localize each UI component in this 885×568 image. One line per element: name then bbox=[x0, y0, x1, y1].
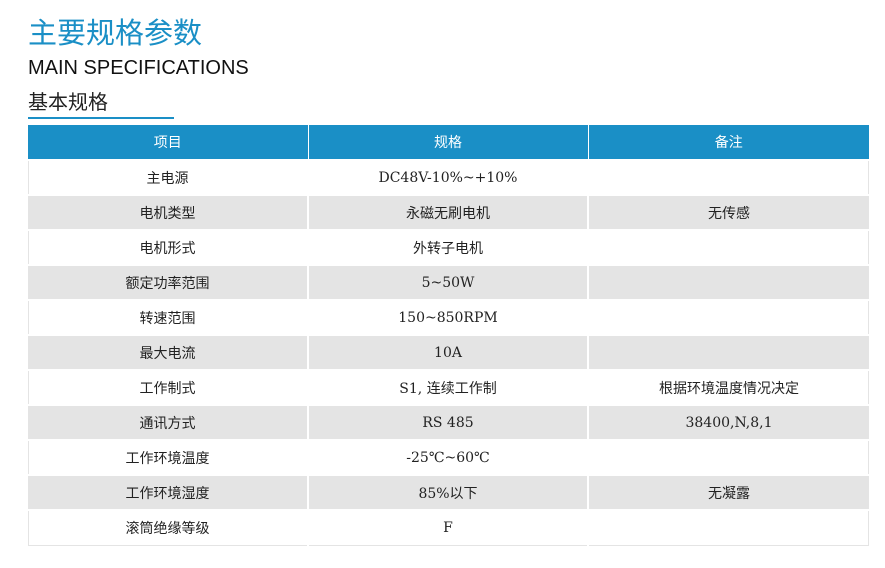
cell-spec: S1, 连续工作制 bbox=[308, 370, 588, 405]
cell-note bbox=[588, 300, 869, 335]
cell-spec: RS 485 bbox=[308, 405, 588, 440]
cell-spec: 5~50W bbox=[308, 265, 588, 300]
cell-item: 额定功率范围 bbox=[28, 265, 308, 300]
section-title: 基本规格 bbox=[28, 89, 108, 115]
cell-spec: DC48V-10%~+10% bbox=[308, 160, 588, 195]
cell-spec: 永磁无刷电机 bbox=[308, 195, 588, 230]
table-row: 滚筒绝缘等级 F bbox=[28, 510, 869, 545]
cell-item: 工作环境温度 bbox=[28, 440, 308, 475]
cell-item: 电机形式 bbox=[28, 230, 308, 265]
table-row: 工作制式 S1, 连续工作制 根据环境温度情况决定 bbox=[28, 370, 869, 405]
table-row: 主电源 DC48V-10%~+10% bbox=[28, 160, 869, 195]
cell-item: 工作制式 bbox=[28, 370, 308, 405]
cell-note bbox=[588, 440, 869, 475]
cell-item: 工作环境湿度 bbox=[28, 475, 308, 510]
cell-note bbox=[588, 265, 869, 300]
column-header-item: 项目 bbox=[28, 125, 308, 160]
cell-item: 主电源 bbox=[28, 160, 308, 195]
table-header-row: 项目 规格 备注 bbox=[28, 125, 869, 160]
cell-note bbox=[588, 160, 869, 195]
cell-note: 根据环境温度情况决定 bbox=[588, 370, 869, 405]
table-row: 工作环境湿度 85%以下 无凝露 bbox=[28, 475, 869, 510]
cell-item: 最大电流 bbox=[28, 335, 308, 370]
page-title: 主要规格参数 bbox=[28, 14, 202, 52]
table-row: 最大电流 10A bbox=[28, 335, 869, 370]
column-header-note: 备注 bbox=[588, 125, 869, 160]
cell-item: 通讯方式 bbox=[28, 405, 308, 440]
cell-item: 电机类型 bbox=[28, 195, 308, 230]
cell-note bbox=[588, 510, 869, 545]
cell-spec: 150~850RPM bbox=[308, 300, 588, 335]
page-subtitle: MAIN SPECIFICATIONS bbox=[28, 55, 249, 81]
column-header-spec: 规格 bbox=[308, 125, 588, 160]
cell-note: 无传感 bbox=[588, 195, 869, 230]
cell-item: 滚筒绝缘等级 bbox=[28, 510, 308, 545]
cell-note: 38400,N,8,1 bbox=[588, 405, 869, 440]
cell-note: 无凝露 bbox=[588, 475, 869, 510]
cell-spec: 10A bbox=[308, 335, 588, 370]
cell-spec: -25℃~60℃ bbox=[308, 440, 588, 475]
table-row: 电机类型 永磁无刷电机 无传感 bbox=[28, 195, 869, 230]
section-underline bbox=[28, 117, 174, 119]
cell-spec: F bbox=[308, 510, 588, 545]
cell-note bbox=[588, 230, 869, 265]
table-row: 电机形式 外转子电机 bbox=[28, 230, 869, 265]
cell-item: 转速范围 bbox=[28, 300, 308, 335]
spec-table: 项目 规格 备注 主电源 DC48V-10%~+10% 电机类型 永磁无刷电机 … bbox=[28, 125, 869, 546]
cell-spec: 85%以下 bbox=[308, 475, 588, 510]
cell-note bbox=[588, 335, 869, 370]
table-row: 工作环境温度 -25℃~60℃ bbox=[28, 440, 869, 475]
table-row: 通讯方式 RS 485 38400,N,8,1 bbox=[28, 405, 869, 440]
table-row: 额定功率范围 5~50W bbox=[28, 265, 869, 300]
table-row: 转速范围 150~850RPM bbox=[28, 300, 869, 335]
cell-spec: 外转子电机 bbox=[308, 230, 588, 265]
